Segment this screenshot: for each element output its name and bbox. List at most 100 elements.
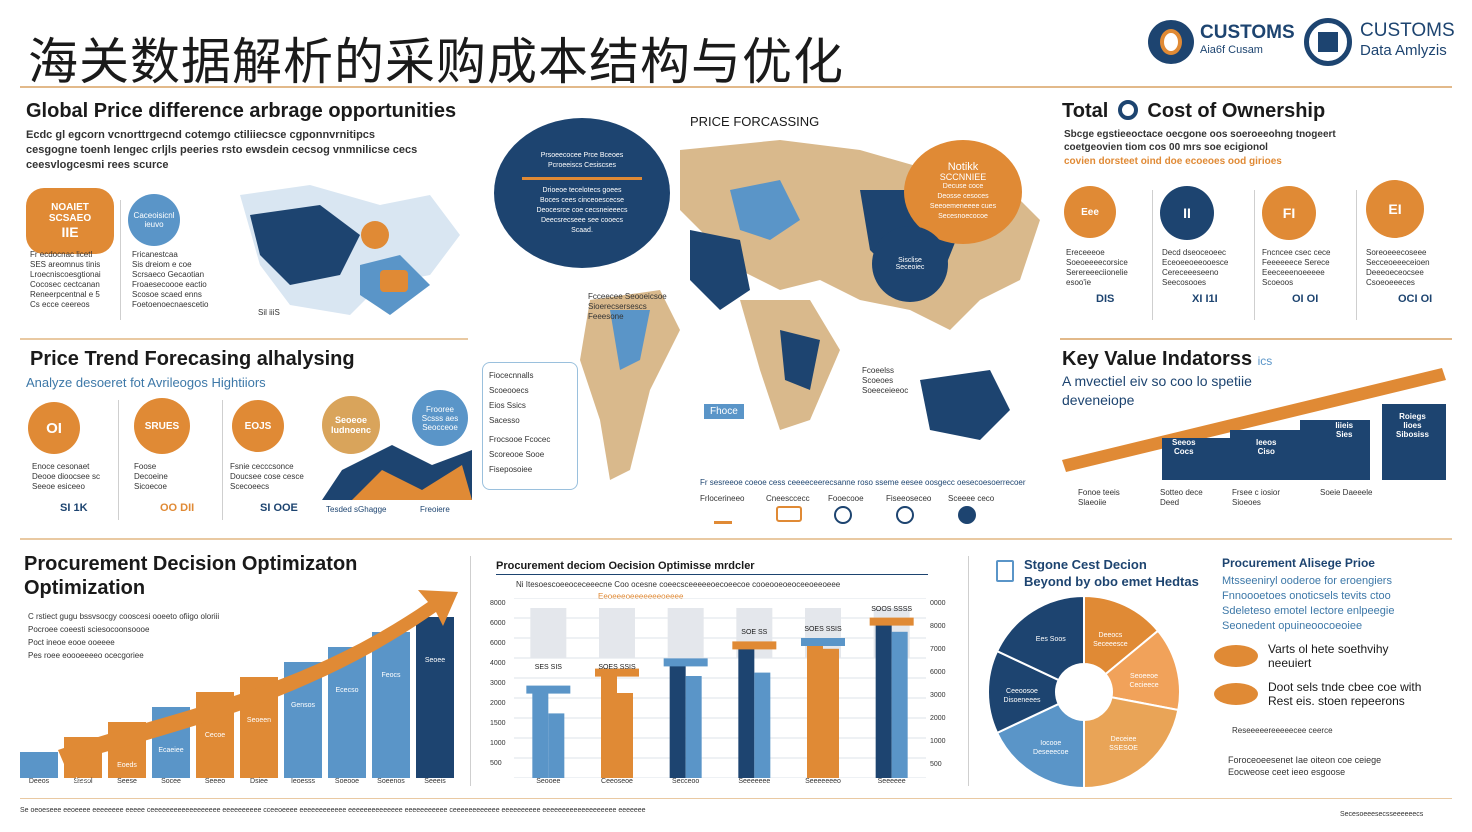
tco-item-3-value: OI OI [1292, 293, 1319, 305]
forecast-small-3: Fhoce [704, 404, 744, 419]
procure-bar-label: Deeos [28, 778, 50, 785]
trend-item-2-text: Foose Decoeine Sicoecoe [134, 462, 168, 491]
strategy-right-text: Mtsseeniryl ooderoe for eroengiers Fnnooo… [1222, 575, 1395, 632]
kvi-label-3: Frsee c iosior Sioeoes [1232, 488, 1281, 507]
matrix-bar-series-2 [617, 693, 633, 778]
trend-graphic [322, 445, 472, 500]
procure-bar-label: Ieoesss [290, 778, 316, 785]
matrix-legend: Ni Itesoescoeeoceceeecne Coo ocesne coee… [516, 580, 841, 589]
tco-item-4-value: OCI OI [1398, 293, 1433, 305]
matrix-category-label: Seooee [536, 778, 561, 785]
pie-slice [995, 702, 1085, 790]
procure-bar-label: Seeeis [424, 778, 446, 785]
procure-bar-top-label: Ecaeiee [158, 747, 184, 754]
matrix-sub-legend: Eeoeeeoeeeeeeeoeeee [598, 592, 684, 601]
matrix-y-tick: 6000 [490, 620, 506, 627]
procure-title: Procurement Decision Optimizaton Optimiza… [24, 553, 358, 599]
matrix-r-tick: 7000 [930, 646, 946, 653]
global-card-blue: Caceoisicnl ieuvo [128, 194, 180, 246]
forecast-title: PRICE FORCASSING [690, 114, 820, 129]
arrow-icon [1214, 683, 1258, 705]
procure-bar [20, 752, 58, 778]
matrix-category-labels: Seooee Ceeoseoe Secceoo Seeeeeee Seeeeeeeo Se… [514, 778, 926, 790]
strategy-note: Reseeeeereeeeecee ceerce [1232, 726, 1333, 735]
matrix-bar-series-1 [738, 645, 755, 778]
global-col-1: Fr ecdocnac licetl SES areomnus tinis Lroe… [30, 250, 101, 309]
matrix-target-bar [530, 608, 567, 658]
forecast-footer-5: Sceeee ceco [948, 494, 995, 503]
procure-bar-label: Seeeo [204, 778, 226, 785]
forecast-small-2: Fcoeelss Scoeoes Soeeceieeoc [862, 366, 909, 395]
procure-bar-top-label: Lsse [75, 777, 91, 784]
kvi-box-1: Seeos Cocs [1172, 438, 1196, 456]
pie-slice-label: Iocooe Deseeecoe [1033, 740, 1069, 757]
matrix-category-label: Ceeoseoe [601, 778, 633, 785]
tco-item-2-value: XI I1I [1192, 293, 1218, 305]
tco-icon-3: FI [1262, 186, 1316, 240]
logo-1-line2: Aia6f Cusam [1200, 44, 1263, 56]
chart-icon [714, 506, 732, 524]
procure-bar-top-label: Seoeen [246, 717, 272, 724]
global-map-label: Sil iiiS [258, 308, 280, 317]
pie-slice-label: Ceeoosoe Disoeneees [1003, 688, 1041, 704]
matrix-bar-cap [801, 638, 845, 646]
matrix-bar-series-1 [875, 621, 892, 778]
tco-icon-4: EI [1366, 180, 1424, 238]
matrix-title: Procurement deciom Oecision Optimisse mr… [496, 560, 755, 572]
strategy-bullet-2: Doot sels tnde cbee coe with Rest eis. st… [1214, 680, 1421, 708]
matrix-bar-cap [869, 617, 914, 626]
pie-slice [987, 649, 1060, 735]
matrix-title-rule [496, 574, 928, 575]
matrix-y-tick: 6000 [490, 640, 506, 647]
coin-icon [1117, 100, 1138, 120]
building-icon [1304, 18, 1352, 66]
matrix-top-label: SOE SS [741, 629, 768, 637]
strategy-bullet-1: Varts ol hete soethvihy neeuiert [1214, 642, 1389, 670]
kvi-label-1: Fonoe teeis Slaeoiie [1078, 488, 1120, 507]
forecast-notice-bubble: Notikk SCCNNIEE Decuse coce Deosse cesoces… [904, 140, 1022, 244]
kvi-box-4: Roiegs Iioes Sibosiss [1396, 412, 1429, 439]
matrix-bar-series-2 [891, 631, 908, 778]
trend-icon-2: SRUES [134, 398, 190, 454]
trend-icon-3: EOJS [232, 400, 284, 452]
matrix-category-label: Secceoo [672, 778, 700, 785]
forecast-footer-3: Fooecooe [828, 494, 864, 503]
matrix-r-tick: 500 [930, 761, 942, 768]
pie-slice [1104, 629, 1181, 712]
tco-title: Total Cost of Ownership [1062, 100, 1326, 122]
customs-logo-1: CUSTOMS Aia6f Cusam [1148, 18, 1295, 64]
footer-left: Se oeoeseee eeoeeee eeeeeeee eeeee ceeee… [20, 807, 646, 814]
kvi-label-2: Sotteo dece Deed [1160, 488, 1203, 507]
kvi-label-4: Soeie Daeeele [1320, 488, 1373, 497]
global-description: Ecdc gl egcorn vcnorttrgecnd cotemgo cti… [26, 129, 418, 171]
clock-icon [896, 506, 914, 524]
tco-item-3-text: Fncncee csec cece Feeeeeece Serece Eeeceee… [1262, 248, 1331, 287]
matrix-r-tick: 0000 [930, 600, 946, 607]
trend-item-3-text: Fsnie cecccsonce Doucsee cose cesce Scecoe… [230, 462, 304, 491]
trend-item-1-text: Enoce cesonaet Deooe dioocsee sc Seeoe esi… [32, 462, 101, 491]
pie-slice [1083, 696, 1180, 790]
document-icon [996, 560, 1014, 582]
matrix-r-tick: 1000 [930, 738, 946, 745]
procure-bar-tops: Lsse Eoeds Ecaeiee Cecoe Seoeen Gensos Ececso F… [18, 600, 458, 800]
procure-bar-top-label: Cecoe [204, 732, 226, 739]
trend-tag-2: Frooree Scsss aes Seocceoe [412, 390, 468, 446]
matrix-r-labels: 0000 8000 7000 6000 3000 2000 1000 500 [928, 600, 956, 780]
globe-icon [958, 506, 976, 524]
procure-bar-top-label: Gensos [290, 702, 316, 709]
people-icon [834, 506, 852, 524]
tco-description: Sbcge egstieeoctace oecgone oos soeroeeo… [1064, 129, 1336, 167]
strategy-pie-chart [987, 594, 1181, 790]
trend-section-title: Price Trend Forecasing alhalysing [30, 348, 355, 370]
matrix-r-tick: 8000 [930, 623, 946, 630]
logo-2-line2: Data Amlyzis [1360, 42, 1447, 59]
forecast-bubble: Prsoeecocee Prce Bceoes Pcroeeiscs Cesisc… [494, 118, 670, 268]
matrix-top-label: SOES SSIS [804, 626, 842, 633]
customs-logo-2: CUSTOMS Data Amlyzis [1304, 16, 1464, 66]
tco-item-2-text: Decd dseoceoeec Eceoeeoeeooesce Cereceeese… [1162, 248, 1229, 287]
trend-tag-1: Seoeoe Iudnoenc [322, 396, 380, 454]
matrix-bar-chart [514, 598, 926, 778]
procure-bar-label: Siesol [73, 778, 93, 785]
trend-item-1-value: SI 1K [60, 502, 88, 514]
matrix-bar-series-2 [685, 676, 702, 778]
